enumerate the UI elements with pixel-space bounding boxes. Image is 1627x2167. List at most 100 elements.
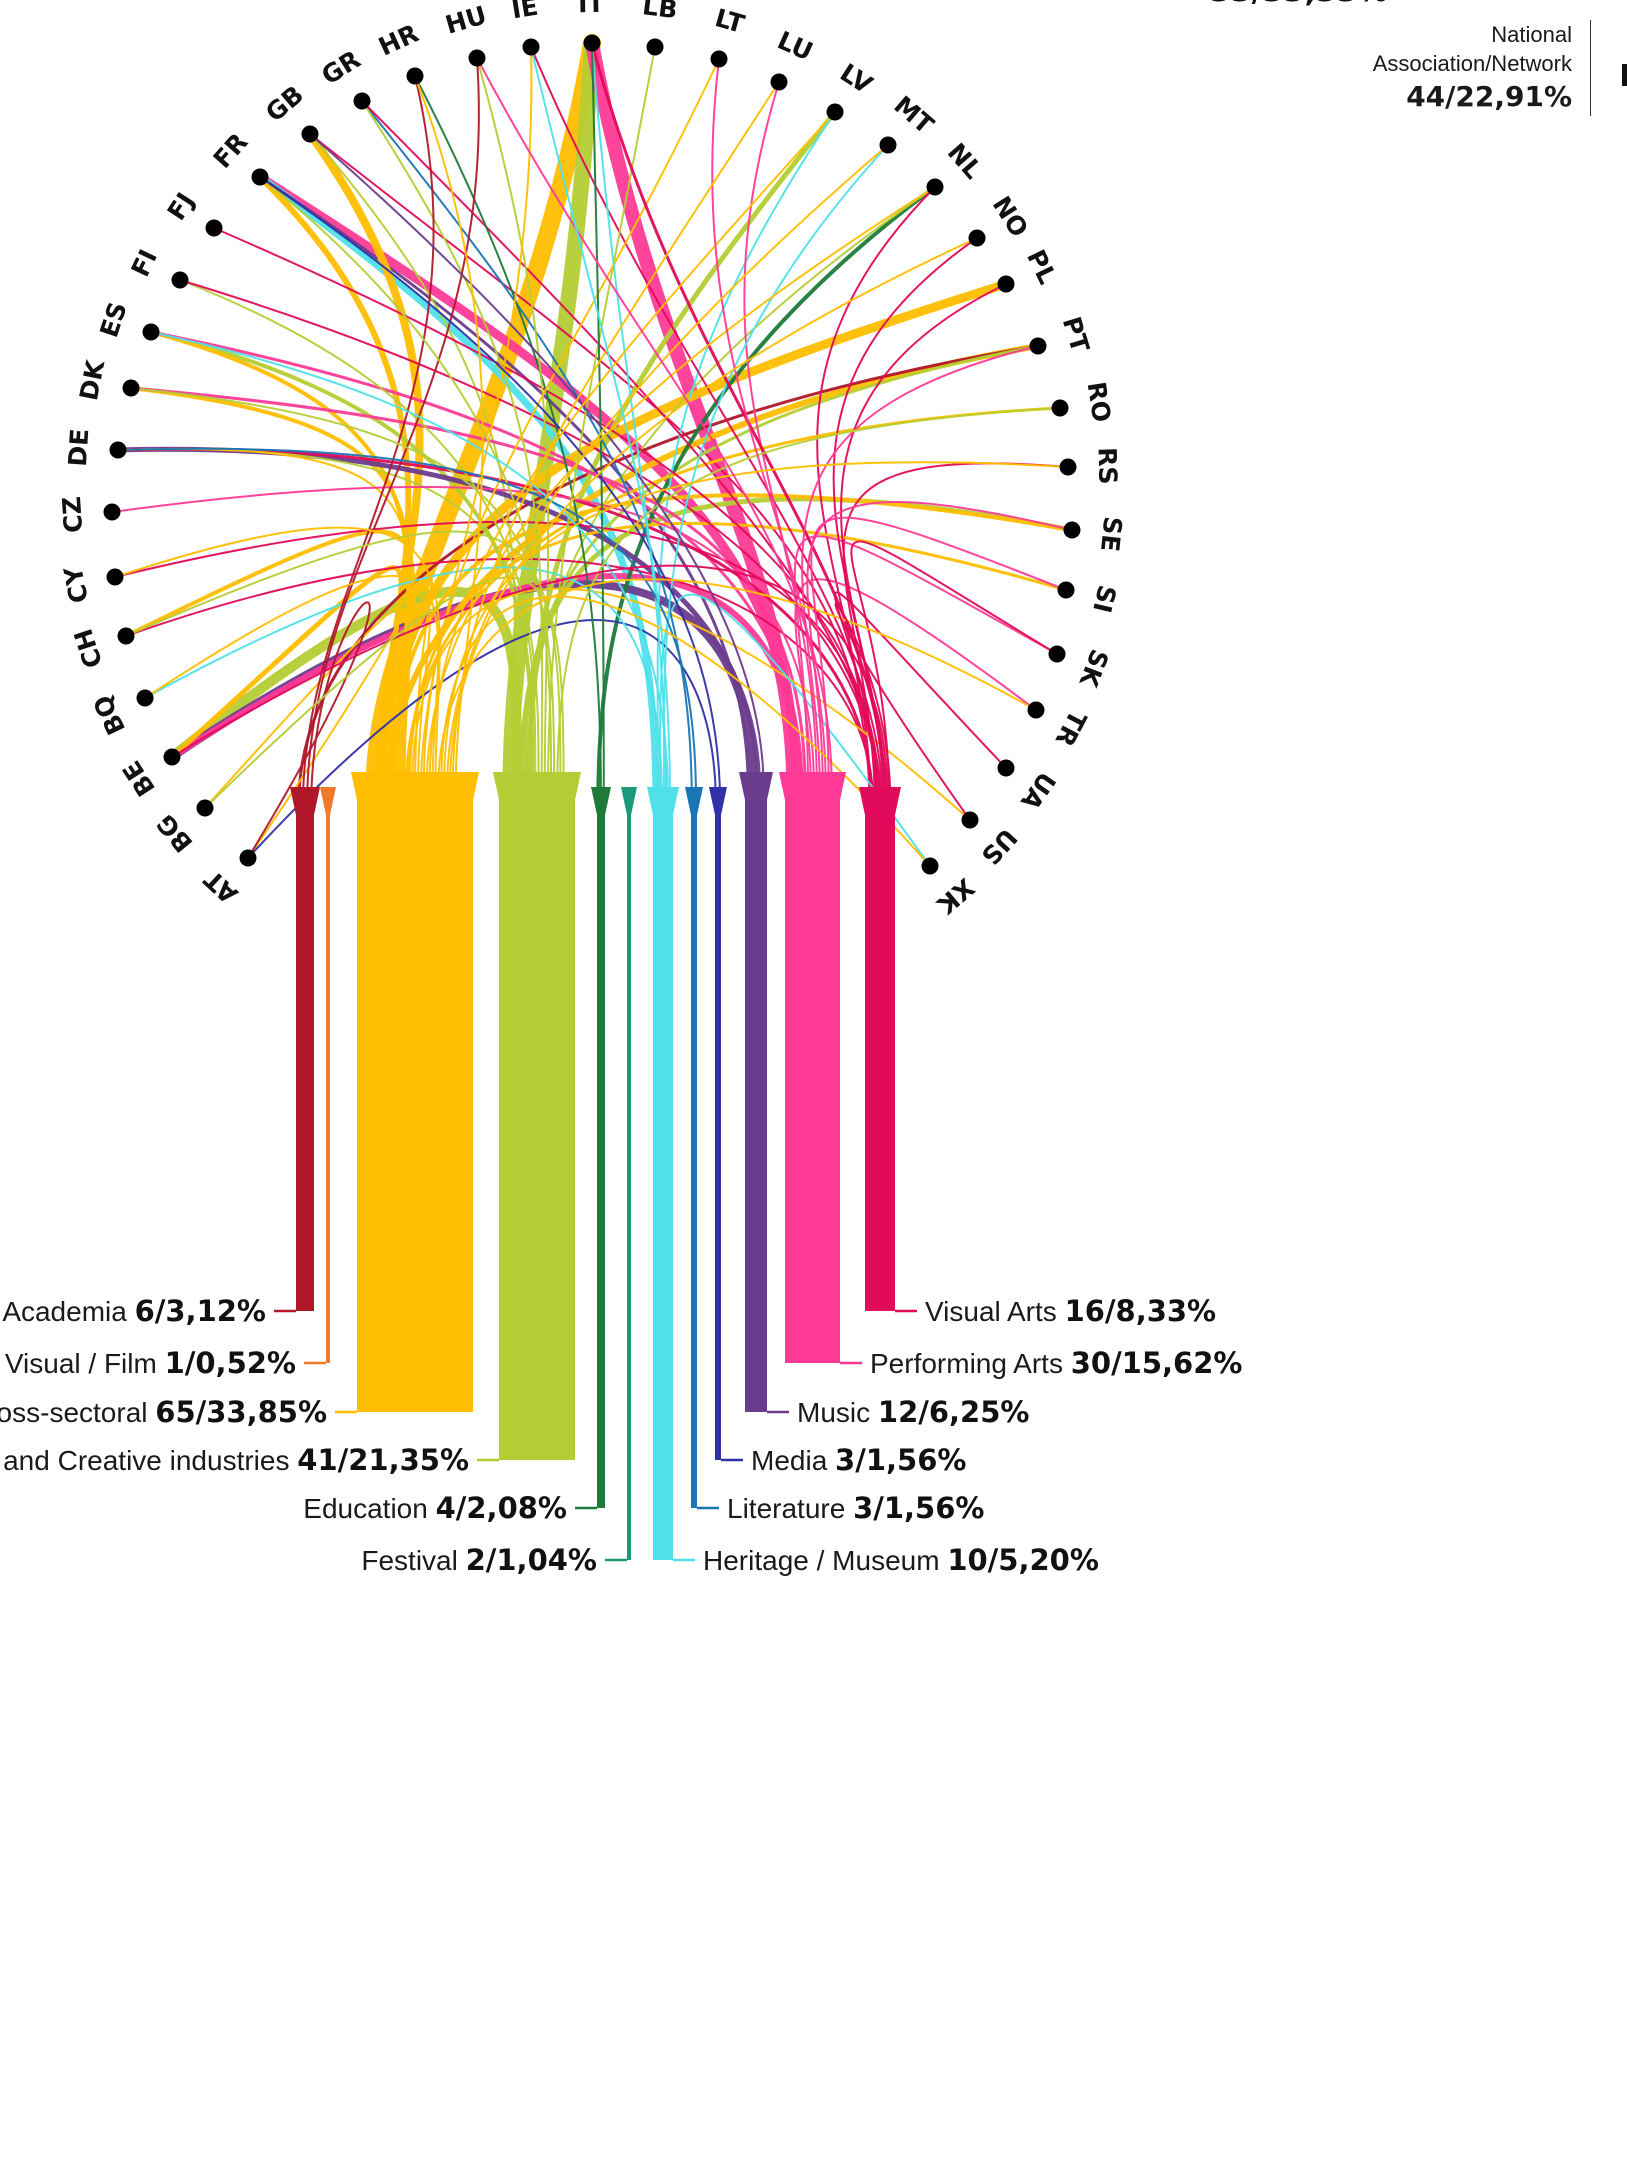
link-it-heritage (591, 42, 667, 806)
node-dk (122, 379, 140, 397)
label-at: AT (199, 865, 244, 910)
top-cut-value: 33/33,33% (1210, 0, 1388, 9)
trunk-audiovisual (320, 787, 336, 1363)
legend-festival-name: Festival (361, 1545, 465, 1576)
link-lt-cross (422, 58, 720, 791)
label-fr: FR (208, 127, 254, 173)
node-bq (136, 689, 154, 707)
legend-academia-name: Academia (2, 1296, 134, 1327)
country-links (111, 34, 1075, 867)
node-mt (879, 136, 897, 154)
trunk-music (739, 772, 773, 1412)
link-ie-cross (419, 46, 533, 791)
label-fj: FJ (162, 187, 201, 225)
trunk-cci (493, 772, 581, 1460)
trunk-literature (685, 787, 703, 1508)
link-rs-cross (443, 461, 1069, 791)
label-cz: CZ (57, 495, 88, 533)
link-hr-cross (414, 75, 484, 791)
node-ie (522, 38, 540, 56)
label-de: DE (63, 428, 94, 468)
link-sk-performing (793, 535, 1058, 791)
legend-music: Music 12/6,25% (797, 1395, 1029, 1429)
trunk-cross (351, 772, 479, 1412)
legend-cci-name: Cultural and Creative industries (0, 1445, 297, 1476)
link-hu-cci (476, 57, 550, 791)
link-es-cci (149, 330, 535, 792)
trunk-performing (779, 772, 846, 1363)
link-de-cross (117, 447, 412, 791)
label-gr: GR (316, 45, 365, 91)
label-be: BE (117, 755, 161, 801)
node-cz (103, 503, 121, 521)
node-ch (117, 627, 135, 645)
legend-cci: Cultural and Creative industries 41/21,3… (0, 1443, 469, 1477)
node-hr (406, 67, 424, 85)
legend-academia-value: 6/3,12% (135, 1294, 266, 1328)
link-gr-literature (361, 100, 693, 806)
legend-media-name: Media (751, 1445, 835, 1476)
link-cy-cross (114, 526, 441, 791)
label-se: SE (1095, 515, 1128, 553)
link-ch-cross (124, 529, 416, 792)
legend-cross: Cross-sectoral 65/33,85% (0, 1395, 327, 1429)
node-cy (106, 568, 124, 586)
sector-trunks (290, 772, 901, 1560)
label-rs: RS (1092, 447, 1122, 485)
link-fj-visual (213, 227, 881, 806)
link-ie-visual (530, 46, 884, 806)
node-sk (1048, 645, 1066, 663)
label-pt: PT (1057, 313, 1095, 355)
legend-audiovisual-name: Audio Visual / Film (0, 1348, 165, 1379)
label-sk: SK (1073, 645, 1114, 692)
node-lt (710, 50, 728, 68)
legend-performing: Performing Arts 30/15,62% (870, 1346, 1242, 1380)
legend-education-value: 4/2,08% (436, 1491, 567, 1525)
legend-heritage-value: 10/5,20% (947, 1543, 1099, 1577)
link-bg-cci (204, 576, 565, 809)
label-us: US (975, 823, 1022, 871)
link-ie-heritage (530, 46, 671, 806)
node-lb (646, 38, 664, 56)
node-ro (1051, 399, 1069, 417)
link-it-education (591, 42, 605, 806)
label-pl: PL (1021, 245, 1062, 289)
legend-media-value: 3/1,56% (835, 1443, 966, 1477)
label-fi: FI (126, 245, 164, 281)
label-es: ES (94, 298, 133, 340)
edge-mark (1622, 64, 1627, 86)
link-hu-academia (306, 57, 480, 806)
link-ro-cci (556, 407, 1061, 791)
label-lu: LU (773, 25, 817, 66)
legend-audiovisual: Audio Visual / Film 1/0,52% (0, 1346, 296, 1380)
label-si: SI (1087, 582, 1122, 615)
legend-education-name: Education (303, 1493, 435, 1524)
node-de (109, 441, 127, 459)
sector-legend: Academia 6/3,12% Audio Visual / Film 1/0,… (0, 1294, 1242, 1577)
node-lv (826, 103, 844, 121)
legend-education: Education 4/2,08% (303, 1491, 567, 1525)
legend-media: Media 3/1,56% (751, 1443, 966, 1477)
link-de-literature (117, 447, 698, 806)
legend-visual-value: 16/8,33% (1065, 1294, 1217, 1328)
link-at-academia (247, 601, 371, 859)
legend-literature: Literature 3/1,56% (727, 1491, 984, 1525)
link-gb-music (309, 133, 765, 791)
link-es-heritage (150, 331, 669, 806)
link-fi-visual (179, 279, 880, 806)
label-lv: LV (835, 58, 878, 100)
trunk-education (591, 787, 611, 1508)
node-nl (926, 178, 944, 196)
trunk-festival (621, 787, 637, 1560)
label-lt: LT (712, 3, 748, 39)
node-gr (353, 92, 371, 110)
label-gb: GB (260, 80, 309, 128)
link-fr-media (259, 176, 722, 806)
link-pl-visual (839, 283, 1007, 806)
link-hr-academia (301, 75, 435, 806)
link-mt-cross (445, 144, 889, 791)
label-cy: CY (58, 563, 94, 605)
label-no: NO (987, 191, 1034, 242)
legend-festival: Festival 2/1,04% (361, 1543, 597, 1577)
